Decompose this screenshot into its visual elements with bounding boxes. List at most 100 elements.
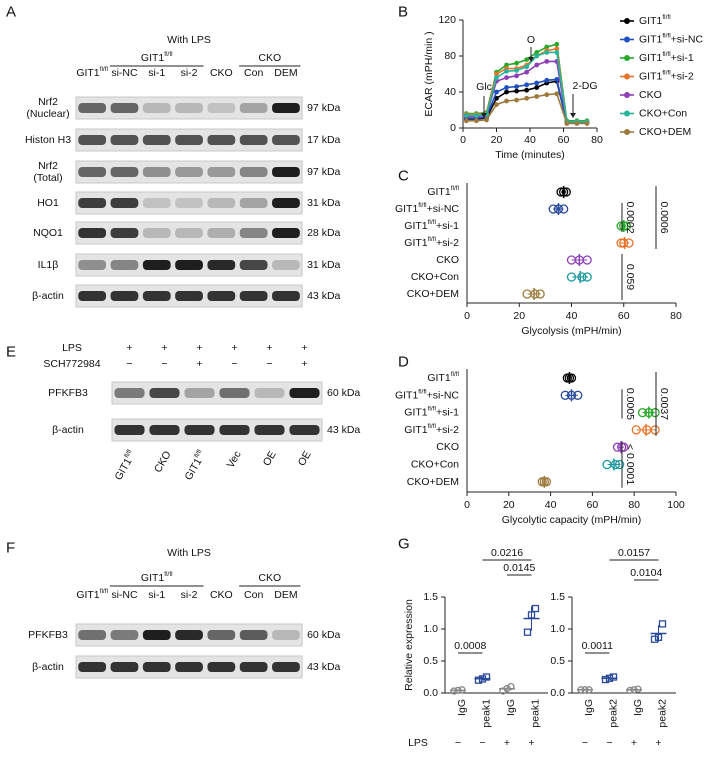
- data-point: [514, 84, 519, 89]
- row-label: PFKFB3: [48, 387, 88, 399]
- data-point: [559, 204, 569, 214]
- lane-label: si-1: [148, 589, 165, 601]
- category-label: GIT1fl/fl+si-NC: [395, 202, 459, 216]
- data-point: [474, 118, 479, 124]
- annotation: Glc: [476, 81, 492, 93]
- band: [110, 662, 139, 672]
- data-point: [582, 255, 592, 265]
- legend-label-part: fl/fl: [662, 69, 671, 76]
- legend-label-part: fl/fl: [662, 51, 671, 58]
- category-label: GIT1fl/fl: [427, 185, 459, 199]
- band: [219, 425, 250, 435]
- category-label: GIT1fl/fl+si-2: [404, 422, 459, 436]
- data-point: [554, 50, 560, 55]
- kda-label: 43 kDa: [307, 290, 340, 302]
- data-point: [631, 425, 641, 435]
- band: [239, 135, 268, 145]
- group-label: CKO: [258, 572, 281, 584]
- y-axis-label: Relative expression: [403, 599, 415, 691]
- data-point: [650, 407, 660, 418]
- lps-sign: −: [606, 737, 612, 749]
- data-point: [650, 635, 659, 643]
- legend-marker: [624, 55, 630, 61]
- band: [175, 135, 203, 145]
- data-point: [530, 289, 540, 299]
- category-label: peak2: [657, 699, 669, 728]
- data-point: [541, 477, 552, 487]
- row-label: Histon H3: [25, 134, 71, 146]
- kda-label: 31 kDa: [307, 197, 340, 209]
- lane-label: CKO: [210, 589, 233, 601]
- data-point: [644, 407, 654, 418]
- p-value: 0.0002: [624, 201, 636, 233]
- treatment-sign: +: [161, 342, 167, 354]
- x-tick-label: 60: [587, 499, 599, 511]
- data-point: [619, 238, 629, 248]
- data-point: [527, 611, 536, 619]
- group-label-part: fl/fl: [164, 51, 173, 58]
- data-point: [531, 604, 540, 613]
- category-label: GIT1fl/fl+si-1: [404, 219, 459, 233]
- band: [175, 291, 203, 301]
- band: [184, 425, 215, 435]
- p-value: 0.0145: [503, 562, 535, 574]
- x-tick-label: 80: [591, 134, 603, 146]
- band: [272, 167, 300, 177]
- lps-sign: +: [504, 737, 510, 749]
- category-label-part: +si-2: [436, 237, 459, 249]
- band: [78, 291, 107, 301]
- data-point: [482, 673, 491, 681]
- group-label: CKO: [258, 52, 281, 64]
- x-axis-label: Time (minutes): [495, 149, 565, 161]
- data-point: [582, 272, 592, 282]
- x-tick-label: 0: [464, 499, 470, 511]
- legend-marker: [624, 92, 630, 98]
- data-point: [514, 60, 519, 66]
- band: [78, 662, 107, 672]
- category-label: peak2: [608, 699, 620, 728]
- category-label: IgG: [505, 699, 517, 716]
- lps-sign: −: [582, 737, 588, 749]
- band: [239, 260, 268, 270]
- band: [272, 291, 300, 301]
- category-label-part: GIT1: [404, 220, 427, 232]
- x-tick-label: 20: [503, 499, 515, 511]
- p-value: 0.0006: [658, 201, 670, 233]
- data-point: [637, 407, 648, 418]
- treatment-sign: +: [266, 342, 272, 354]
- data-point: [574, 121, 580, 126]
- arrow-head: [570, 113, 576, 118]
- band: [149, 388, 180, 398]
- band: [175, 662, 203, 672]
- band: [110, 103, 139, 113]
- band: [114, 388, 145, 398]
- data-point: [514, 97, 519, 103]
- p-value: < 0.0001: [624, 444, 636, 485]
- band: [272, 662, 300, 672]
- data-point: [524, 69, 530, 75]
- band: [149, 425, 180, 435]
- treatment-sign: −: [161, 358, 167, 370]
- group-label-part: GIT1: [141, 572, 164, 584]
- row-label: NQO1: [33, 227, 63, 239]
- legend-label-part: fl/fl: [662, 32, 671, 39]
- lane-label: GIT1fl/fl: [76, 588, 108, 602]
- category-label-part: fl/fl: [451, 371, 460, 378]
- panel-letter: G: [398, 536, 410, 553]
- legend-label: GIT1fl/fl: [639, 14, 671, 28]
- band: [142, 228, 171, 238]
- legend-label: CKO: [639, 89, 662, 101]
- data-point: [654, 633, 663, 641]
- band: [207, 103, 236, 113]
- lane-label: DEM: [274, 589, 297, 601]
- legend-label: CKO+DEM: [639, 126, 691, 138]
- lps-sign: +: [528, 737, 534, 749]
- legend-label: CKO+Con: [639, 108, 687, 120]
- lane-label-part: fl/fl: [100, 66, 109, 73]
- x-tick-label: 80: [628, 499, 640, 511]
- category-label: CKO+Con: [411, 459, 459, 471]
- data-point: [585, 686, 593, 694]
- y-tick-label: 0.0: [423, 687, 438, 699]
- data-point: [450, 687, 458, 695]
- y-tick-label: 0.5: [550, 655, 565, 667]
